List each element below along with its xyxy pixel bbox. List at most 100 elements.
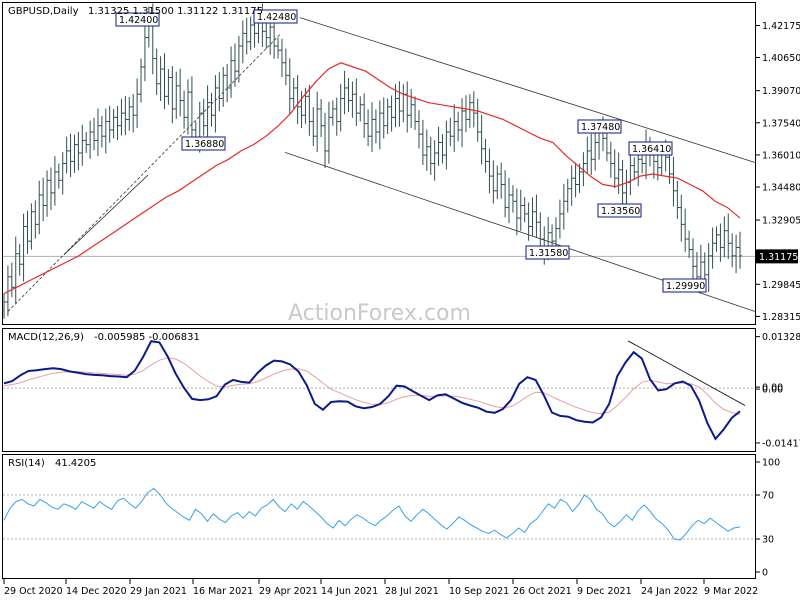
annotation-box — [597, 203, 642, 218]
candle — [107, 105, 112, 143]
candle — [248, 16, 253, 51]
candle — [589, 133, 594, 176]
candle — [174, 71, 179, 119]
candle — [550, 224, 555, 250]
x-axis-label: 9 Mar 2022 — [704, 586, 758, 597]
candle — [229, 46, 234, 98]
price-annotation: 1.36880 — [181, 136, 226, 151]
candle — [68, 133, 73, 178]
candle — [25, 210, 30, 254]
price-annotation: 1.33560 — [597, 203, 642, 218]
candle — [471, 91, 476, 128]
candle — [17, 243, 22, 276]
x-axis-label: 29 Jan 2021 — [130, 586, 187, 597]
price-annotation: 1.42480 — [253, 9, 298, 24]
candle — [479, 114, 484, 165]
candle — [612, 149, 617, 189]
candle — [409, 88, 414, 129]
candle — [487, 148, 492, 194]
current-price-tag — [756, 249, 798, 264]
price-annotation: 1.42400 — [115, 12, 160, 27]
candle — [295, 75, 300, 125]
candle — [448, 117, 453, 147]
candle — [158, 56, 163, 101]
candle — [139, 58, 144, 103]
candle — [526, 202, 531, 241]
candle — [92, 117, 97, 151]
candle — [370, 102, 374, 152]
candle — [221, 66, 226, 107]
candle — [362, 93, 367, 138]
candle — [5, 265, 10, 317]
candle — [186, 79, 190, 135]
candle — [373, 109, 378, 144]
candle — [209, 92, 214, 127]
price-axis-label: 1.40650 — [762, 53, 800, 64]
candle — [52, 156, 57, 206]
candle — [557, 199, 562, 239]
rsi-axis-label: 0 — [762, 568, 768, 579]
candle — [467, 94, 472, 128]
candle — [123, 95, 128, 136]
candle — [2, 293, 6, 319]
annotation-label: 1.37480 — [581, 122, 620, 133]
macd-title: MACD(12,26,9) — [8, 332, 84, 343]
candle — [358, 96, 363, 122]
candle — [440, 134, 445, 164]
candle — [135, 78, 140, 129]
annotation-box — [115, 12, 160, 27]
candle — [569, 165, 574, 206]
macd-signal-line — [3, 357, 741, 415]
candle — [9, 262, 14, 298]
candle — [76, 131, 81, 171]
candle — [264, 21, 269, 49]
price-annotation: 1.29990 — [662, 278, 707, 293]
candle — [111, 108, 116, 139]
macd-panel — [2, 328, 756, 452]
price-annotation: 1.36410 — [628, 141, 673, 156]
candle — [393, 84, 398, 128]
candle — [142, 26, 147, 82]
x-axis-label: 16 Mar 2021 — [193, 586, 253, 597]
candle — [604, 129, 609, 162]
candle — [60, 152, 65, 195]
candle — [80, 124, 85, 166]
candle — [279, 38, 284, 78]
candle — [416, 110, 421, 149]
candle — [45, 170, 50, 217]
candle — [687, 230, 692, 258]
candle — [534, 194, 539, 239]
price-axis-label: 1.32905 — [762, 216, 800, 227]
x-axis-label: 14 Dec 2020 — [66, 586, 127, 597]
annotation-box — [662, 278, 707, 293]
candle — [495, 165, 500, 200]
candle — [428, 136, 433, 175]
candle — [326, 101, 331, 164]
candle — [518, 189, 523, 231]
candle — [119, 98, 124, 136]
watermark: ActionForex.com — [288, 301, 471, 326]
candle — [338, 84, 343, 132]
candle — [88, 120, 93, 159]
candle — [72, 134, 77, 173]
rsi-value: 41.4205 — [55, 458, 96, 469]
candle — [131, 94, 136, 133]
x-axis-label: 29 Apr 2021 — [259, 586, 318, 597]
x-axis-label: 9 Dec 2021 — [577, 586, 632, 597]
support-trend-line — [63, 174, 149, 256]
candle — [189, 76, 194, 143]
candle — [577, 163, 582, 193]
candle — [182, 90, 187, 129]
macd-axis-label: -0.014173 — [762, 438, 800, 449]
candle — [726, 213, 731, 259]
candle — [84, 132, 89, 154]
candle — [162, 53, 167, 110]
candle — [334, 97, 339, 136]
moving-average-line — [3, 62, 741, 295]
candle — [565, 178, 570, 213]
candle — [178, 68, 183, 117]
annotation-label: 1.33560 — [601, 206, 640, 217]
candle — [166, 69, 171, 105]
macd-values: -0.005985 -0.006831 — [94, 332, 200, 343]
candle — [37, 180, 42, 235]
